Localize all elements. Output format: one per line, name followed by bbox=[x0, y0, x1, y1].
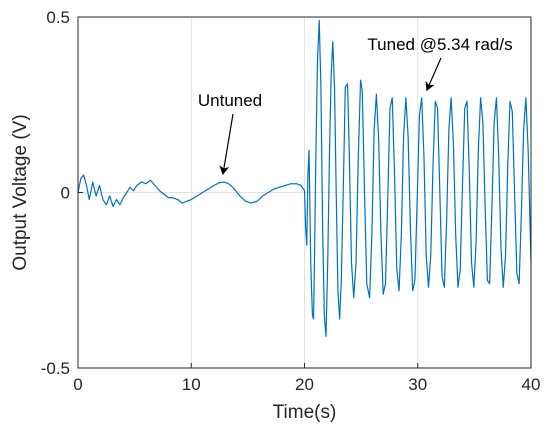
series-layer bbox=[77, 19, 532, 338]
y-tick-label: 0 bbox=[61, 184, 70, 203]
tick-layer: 0 10 20 30 40-0.500.5 bbox=[41, 8, 541, 394]
series-line-0 bbox=[77, 19, 532, 338]
y-axis-title: Output Voltage (V) bbox=[10, 114, 31, 270]
x-tick-label: 10 bbox=[182, 375, 201, 394]
y-tick-label: 0.5 bbox=[46, 8, 70, 27]
x-tick-label: 40 bbox=[522, 375, 541, 394]
annotation-tuned-label: Tuned @5.34 rad/s bbox=[367, 35, 512, 54]
x-tick-label: 20 bbox=[295, 375, 314, 394]
annotation-tuned-arrow bbox=[425, 57, 442, 92]
annotation-untuned-arrow bbox=[219, 113, 234, 175]
x-axis-title: Time(s) bbox=[273, 402, 337, 423]
x-tick-label: 0 bbox=[73, 375, 82, 394]
annotation-untuned-label: Untuned bbox=[198, 91, 262, 110]
y-tick-label: -0.5 bbox=[41, 359, 70, 378]
x-tick-label: 30 bbox=[408, 375, 427, 394]
annotations: Untuned Tuned @5.34 rad/s bbox=[198, 35, 513, 175]
